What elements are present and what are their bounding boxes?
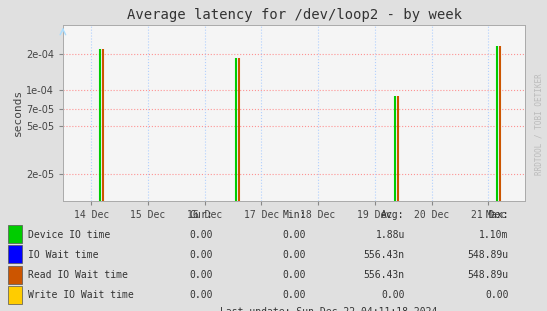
Text: 556.43n: 556.43n (364, 250, 405, 260)
FancyBboxPatch shape (8, 245, 22, 263)
FancyBboxPatch shape (8, 266, 22, 284)
Y-axis label: seconds: seconds (13, 89, 23, 136)
Text: 0.00: 0.00 (283, 270, 306, 280)
Text: 0.00: 0.00 (190, 230, 213, 240)
Text: IO Wait time: IO Wait time (28, 250, 99, 260)
Text: Read IO Wait time: Read IO Wait time (28, 270, 129, 280)
Text: Min:: Min: (283, 210, 306, 220)
FancyBboxPatch shape (8, 225, 22, 243)
Text: Write IO Wait time: Write IO Wait time (28, 290, 134, 300)
Text: 0.00: 0.00 (283, 290, 306, 300)
FancyBboxPatch shape (8, 285, 22, 304)
Text: 0.00: 0.00 (485, 290, 509, 300)
Text: 548.89u: 548.89u (468, 250, 509, 260)
Title: Average latency for /dev/loop2 - by week: Average latency for /dev/loop2 - by week (126, 8, 462, 22)
Text: 0.00: 0.00 (190, 290, 213, 300)
Text: Last update: Sun Dec 22 04:11:18 2024: Last update: Sun Dec 22 04:11:18 2024 (219, 307, 437, 311)
Text: Cur:: Cur: (190, 210, 213, 220)
Text: 1.88u: 1.88u (375, 230, 405, 240)
Text: 1.10m: 1.10m (479, 230, 509, 240)
Text: 0.00: 0.00 (381, 290, 405, 300)
Text: Max:: Max: (485, 210, 509, 220)
Text: Avg:: Avg: (381, 210, 405, 220)
Text: 0.00: 0.00 (190, 270, 213, 280)
Text: RRDTOOL / TOBI OETIKER: RRDTOOL / TOBI OETIKER (534, 73, 543, 175)
Text: 0.00: 0.00 (283, 250, 306, 260)
Text: 0.00: 0.00 (283, 230, 306, 240)
Text: 548.89u: 548.89u (468, 270, 509, 280)
Text: 0.00: 0.00 (190, 250, 213, 260)
Text: Device IO time: Device IO time (28, 230, 110, 240)
Text: 556.43n: 556.43n (364, 270, 405, 280)
